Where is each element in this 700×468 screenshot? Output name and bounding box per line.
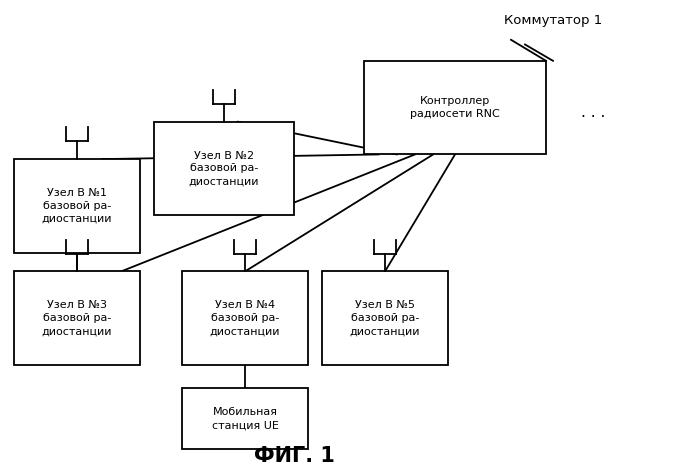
FancyBboxPatch shape [364,61,546,154]
FancyBboxPatch shape [14,159,140,253]
Text: ФИГ. 1: ФИГ. 1 [253,446,335,466]
Text: Узел В №1
базовой ра-
диостанции: Узел В №1 базовой ра- диостанции [42,188,112,224]
Text: Коммутатор 1: Коммутатор 1 [504,14,602,27]
Text: Контроллер
радиосети RNC: Контроллер радиосети RNC [410,96,500,119]
FancyBboxPatch shape [182,271,308,365]
FancyBboxPatch shape [154,122,294,215]
FancyBboxPatch shape [322,271,448,365]
FancyBboxPatch shape [182,388,308,449]
Text: Узел В №5
базовой ра-
диостанции: Узел В №5 базовой ра- диостанции [350,300,420,336]
Text: . . .: . . . [581,105,606,120]
Text: Узел В №3
базовой ра-
диостанции: Узел В №3 базовой ра- диостанции [42,300,112,336]
FancyBboxPatch shape [14,271,140,365]
Text: Узел В №2
базовой ра-
диостанции: Узел В №2 базовой ра- диостанции [189,151,259,186]
Text: Узел В №4
базовой ра-
диостанции: Узел В №4 базовой ра- диостанции [210,300,280,336]
Text: Мобильная
станция UE: Мобильная станция UE [211,408,279,430]
